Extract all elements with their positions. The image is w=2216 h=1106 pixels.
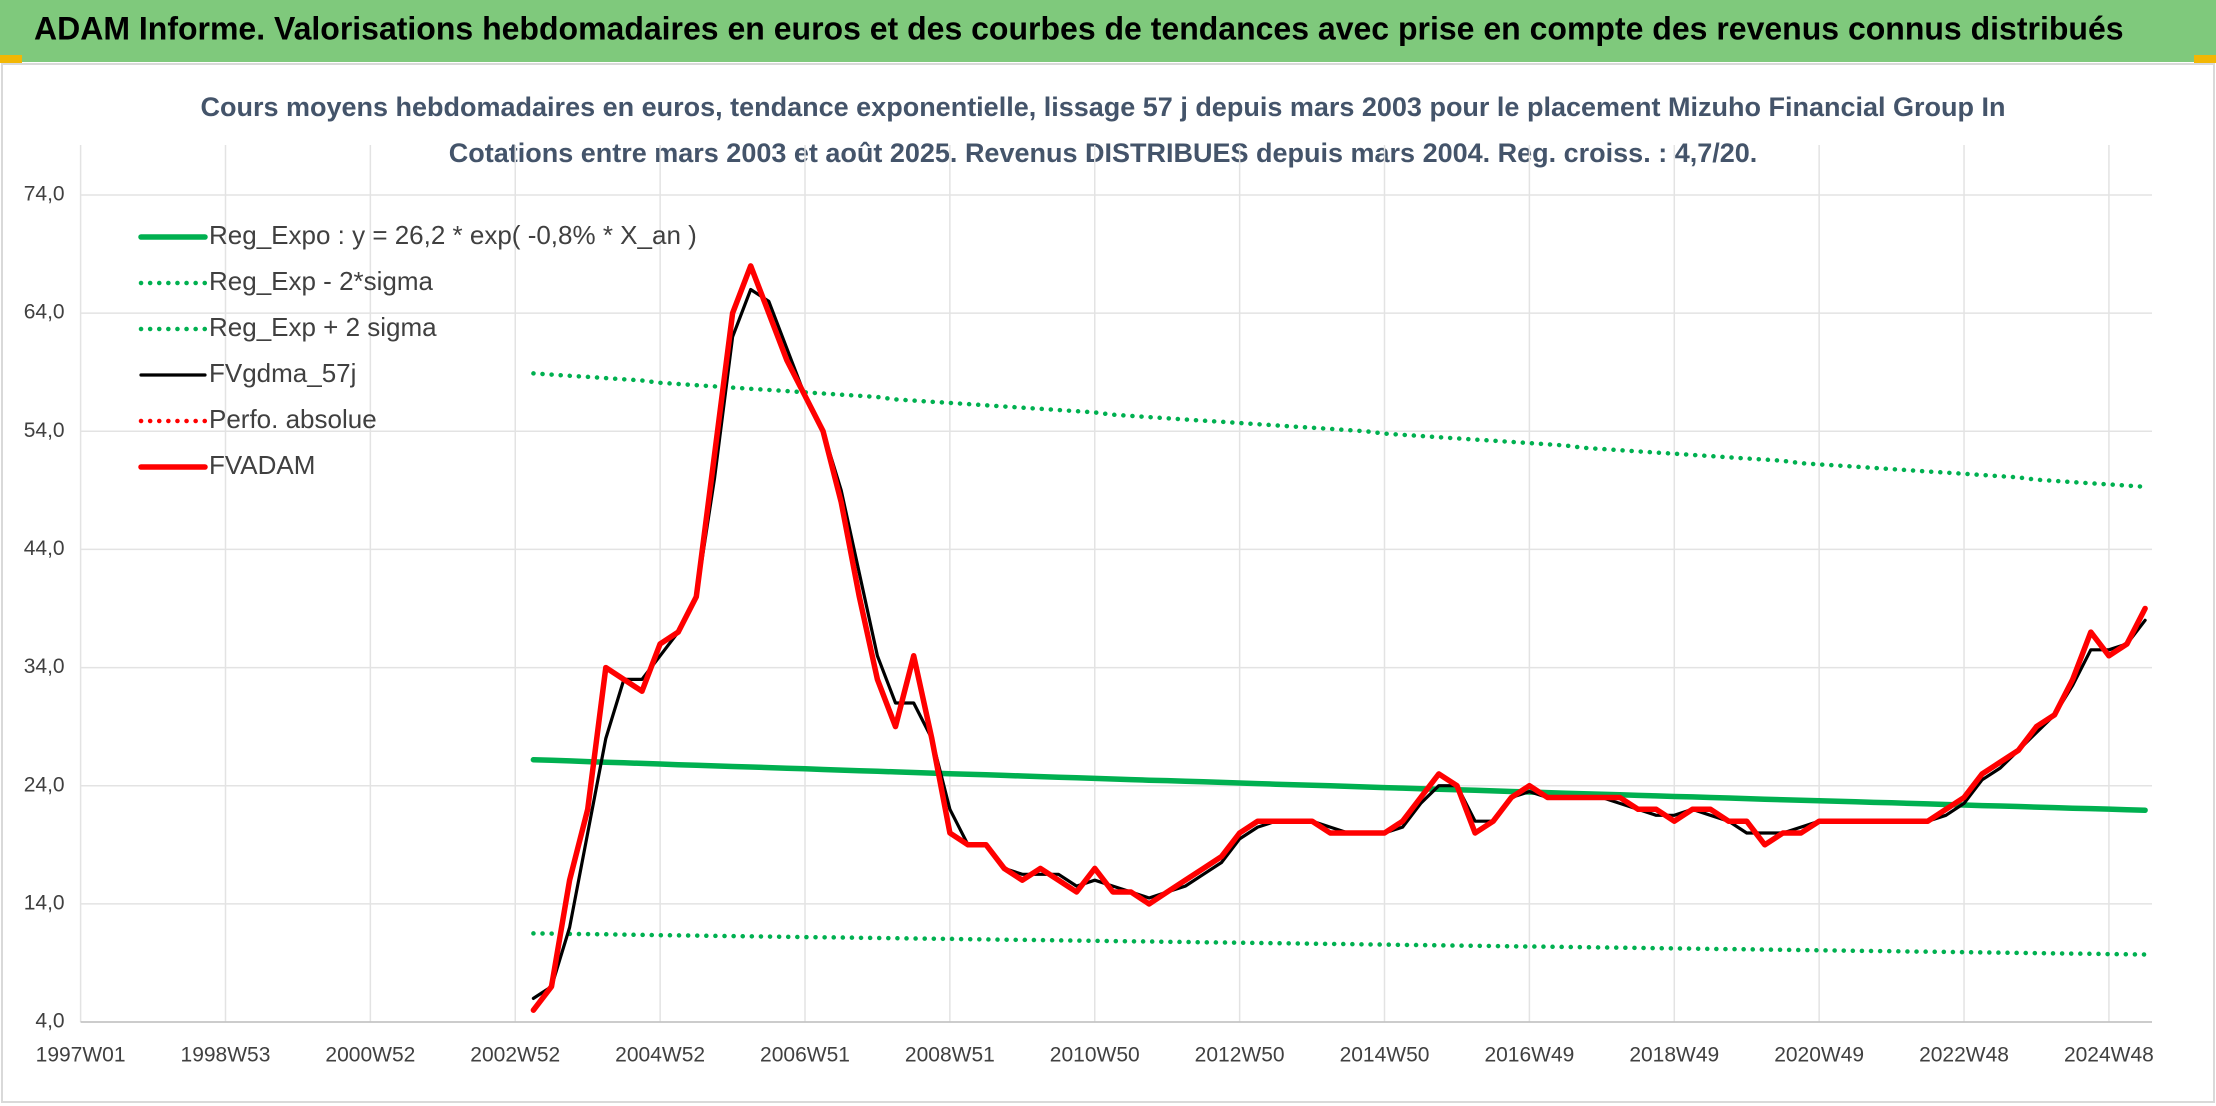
legend-label: Perfo. absolue: [209, 404, 377, 434]
y-tick-label: 4,0: [35, 1010, 64, 1033]
x-tick-label: 1998W53: [181, 1044, 271, 1067]
x-tick-label: 2014W50: [1340, 1044, 1430, 1067]
x-tick-label: 2018W49: [1629, 1044, 1719, 1067]
series-line: [530, 263, 2148, 1013]
x-tick-label: 2000W52: [325, 1044, 415, 1067]
y-tick-label: 64,0: [24, 301, 65, 324]
y-tick-label: 14,0: [24, 891, 65, 914]
y-tick-label: 34,0: [24, 655, 65, 678]
x-tick-label: 2020W49: [1774, 1044, 1864, 1067]
y-tick-label: 74,0: [24, 183, 65, 206]
corner-mark: [2194, 55, 2216, 63]
chart-frame: [1, 63, 2215, 1103]
x-tick-label: 2008W51: [905, 1044, 995, 1067]
x-tick-label: 2006W51: [760, 1044, 850, 1067]
page-title: ADAM Informe. Valorisations hebdomadaire…: [34, 10, 2124, 46]
legend-label: Reg_Exp + 2 sigma: [209, 312, 437, 342]
x-tick-label: 1997W01: [36, 1044, 126, 1067]
y-tick-label: 24,0: [24, 773, 65, 796]
x-tick-label: 2016W49: [1484, 1044, 1574, 1067]
chart-title: Cours moyens hebdomadaires en euros, ten…: [200, 92, 2005, 122]
header-band: [0, 0, 2216, 62]
legend-label: FVADAM: [209, 450, 315, 480]
corner-mark: [0, 55, 22, 63]
x-tick-label: 2010W50: [1050, 1044, 1140, 1067]
x-tick-label: 2022W48: [1919, 1044, 2009, 1067]
x-tick-label: 2002W52: [470, 1044, 560, 1067]
legend-label: FVgdma_57j: [209, 358, 356, 388]
y-tick-label: 44,0: [24, 537, 65, 560]
series-line: [531, 371, 2148, 490]
chart-subtitle: Cotations entre mars 2003 et août 2025. …: [449, 138, 1758, 168]
legend-label: Reg_Exp - 2*sigma: [209, 266, 434, 296]
x-tick-label: 2012W50: [1195, 1044, 1285, 1067]
x-tick-label: 2004W52: [615, 1044, 705, 1067]
legend-label: Reg_Expo : y = 26,2 * exp( -0,8% * X_an …: [209, 220, 697, 250]
series-line: [530, 756, 2148, 813]
y-tick-label: 54,0: [24, 419, 65, 442]
x-tick-label: 2024W48: [2064, 1044, 2154, 1067]
